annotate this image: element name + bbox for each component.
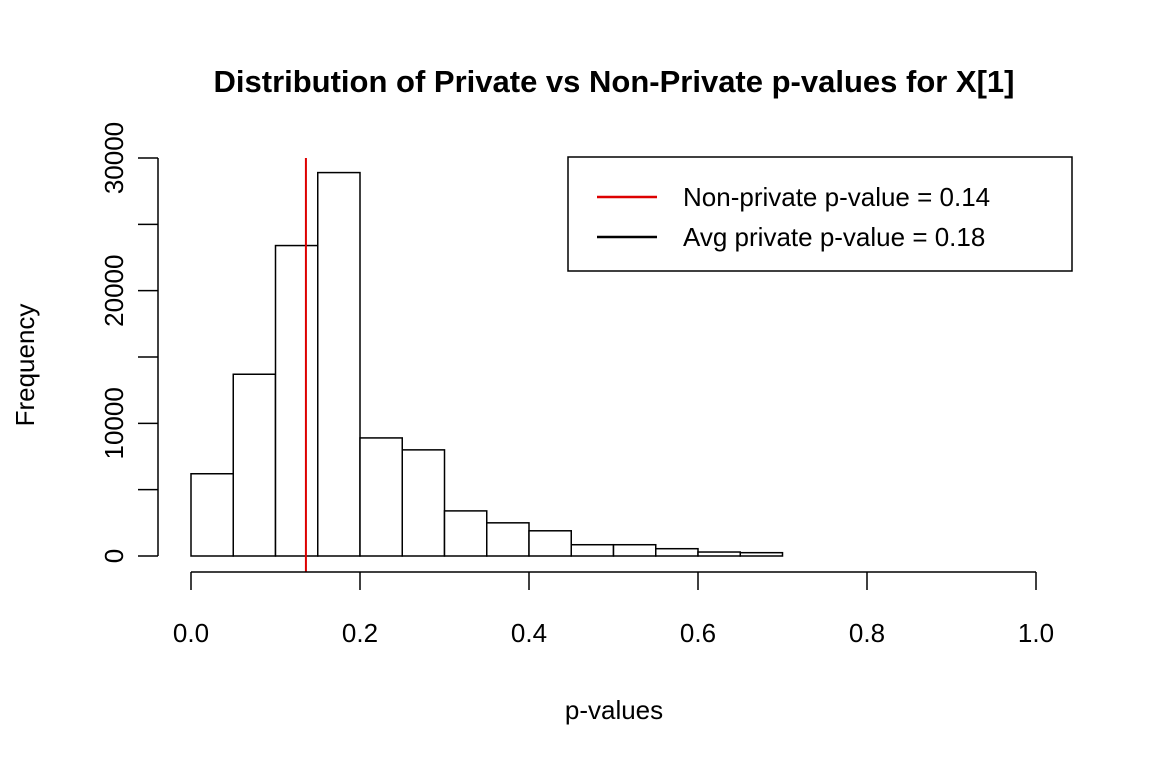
histogram-bar [443, 510, 488, 557]
legend-label-avg-private: Avg private p-value = 0.18 [683, 222, 985, 252]
y-axis-label: Frequency [10, 304, 40, 427]
y-tick-label: 0 [99, 549, 129, 563]
x-tick-label: 1.0 [1018, 618, 1054, 648]
histogram-bar [232, 373, 277, 557]
histogram-bar [486, 522, 530, 557]
histogram-bar [570, 543, 615, 557]
histogram-bar [612, 543, 657, 557]
x-tick-label: 0.4 [511, 618, 547, 648]
histogram-bar [655, 547, 699, 557]
histogram-bar [317, 171, 361, 557]
y-tick-label: 20000 [99, 255, 129, 327]
x-tick-label: 0.6 [680, 618, 716, 648]
legend-label-non-private: Non-private p-value = 0.14 [683, 182, 990, 212]
histogram-bar [739, 551, 784, 557]
x-tick-label: 0.8 [849, 618, 885, 648]
histogram-bar [697, 551, 741, 557]
histogram-bar [274, 244, 319, 557]
y-tick-label: 30000 [99, 122, 129, 194]
histogram-bar [528, 530, 572, 557]
histogram-bars [190, 171, 784, 557]
x-axis: 0.0 0.2 0.4 0.6 0.8 1.0 [173, 571, 1054, 648]
y-axis: 0 10000 20000 30000 [99, 122, 159, 563]
histogram-bar [190, 472, 234, 557]
y-tick-label: 10000 [99, 387, 129, 459]
legend: Non-private p-value = 0.14 Avg private p… [567, 156, 1073, 272]
x-tick-label: 0.0 [173, 618, 209, 648]
histogram-bar [359, 437, 403, 557]
x-tick-label: 0.2 [342, 618, 378, 648]
chart-title: Distribution of Private vs Non-Private p… [214, 64, 1015, 99]
legend-box [567, 156, 1073, 272]
histogram-bar [401, 449, 446, 557]
x-axis-label: p-values [565, 695, 663, 725]
